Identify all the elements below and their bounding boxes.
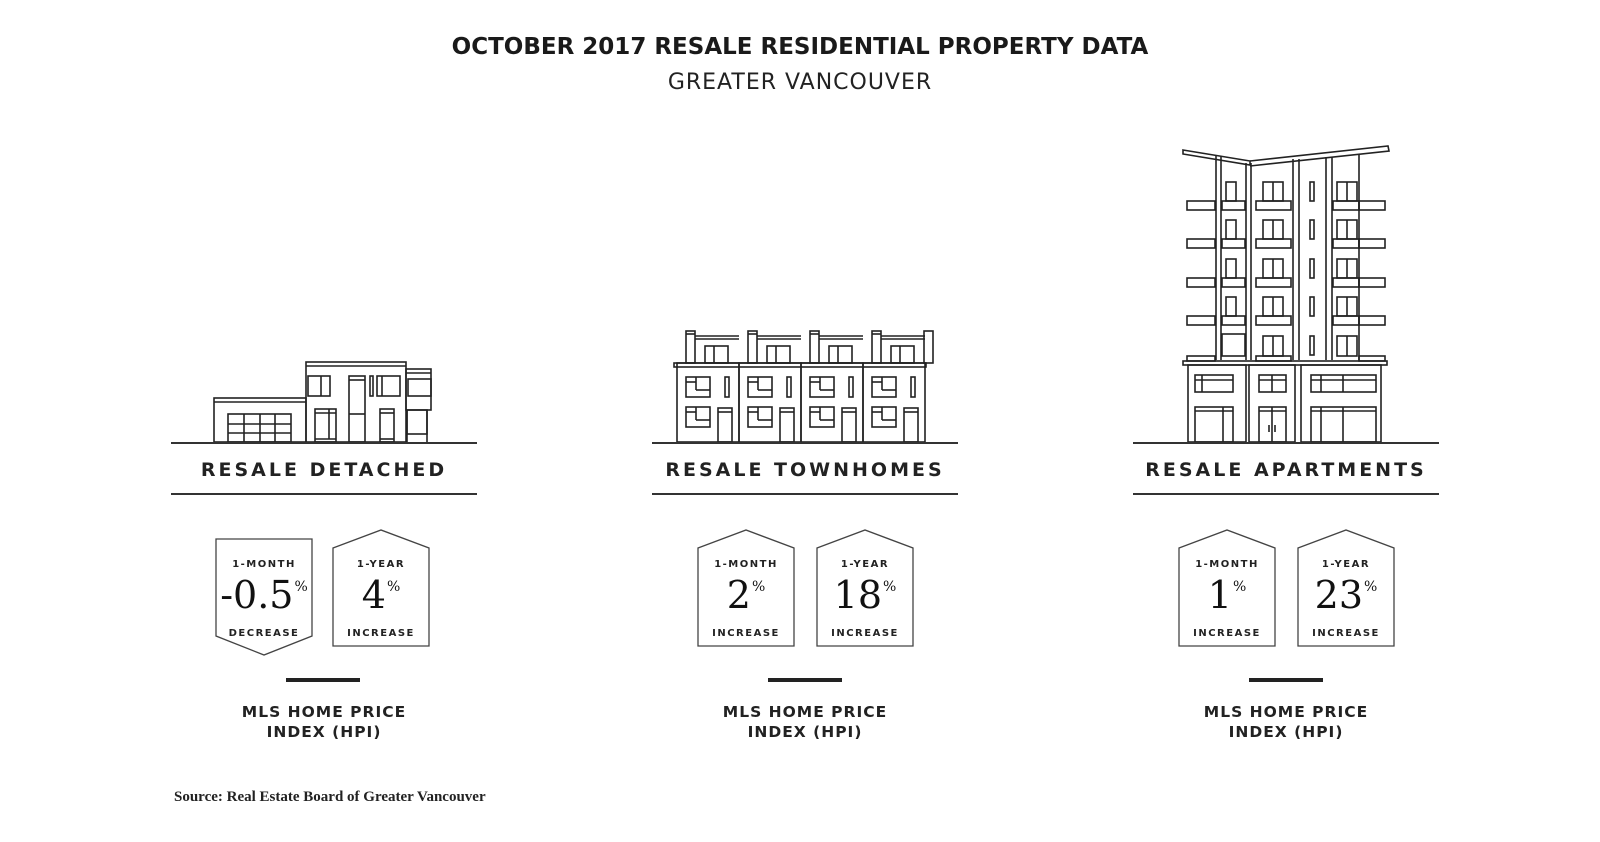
badge-1-month: 1-MONTH -0.5% DECREASE xyxy=(215,528,313,668)
badge-period: 1-YEAR xyxy=(356,559,406,570)
badge-1-year: 1-YEAR 23% INCREASE xyxy=(1297,528,1395,668)
badge-period: 1-MONTH xyxy=(232,559,296,570)
badge-1-year: 1-YEAR 18% INCREASE xyxy=(816,528,914,668)
detached-house-icon xyxy=(171,0,477,445)
badge-period: 1-YEAR xyxy=(1321,559,1371,570)
category-detached: RESALE DETACHED 1-MONTH -0.5% DECREASE 1… xyxy=(171,0,477,842)
ground-line xyxy=(171,442,477,444)
hpi-label: MLS HOME PRICE INDEX (HPI) xyxy=(722,703,888,741)
townhomes-icon xyxy=(652,0,958,445)
ground-line xyxy=(652,442,958,444)
divider xyxy=(1133,493,1439,495)
hpi-divider xyxy=(768,678,842,682)
page-title: OCTOBER 2017 RESALE RESIDENTIAL PROPERTY… xyxy=(451,34,1149,60)
badge-direction: INCREASE xyxy=(1193,628,1261,639)
hpi-label: MLS HOME PRICE INDEX (HPI) xyxy=(1203,703,1369,741)
category-townhomes: RESALE TOWNHOMES 1-MONTH 2% INCREASE 1-Y… xyxy=(652,0,958,842)
badge-direction: INCREASE xyxy=(712,628,780,639)
badge-value: 1% xyxy=(1207,573,1247,617)
down-arrow-badge-icon xyxy=(215,538,313,656)
badge-value: 18% xyxy=(833,573,897,617)
page-subtitle: GREATER VANCOUVER xyxy=(667,70,933,95)
hpi-divider xyxy=(1249,678,1323,682)
category-label: RESALE DETACHED xyxy=(200,459,448,481)
house-badge-icon xyxy=(1297,529,1395,647)
badge-period: 1-MONTH xyxy=(1195,559,1259,570)
apartment-building-icon xyxy=(1133,0,1439,445)
hpi-divider xyxy=(286,678,360,682)
badge-value: -0.5% xyxy=(220,573,308,617)
badge-direction: INCREASE xyxy=(831,628,899,639)
badge-1-year: 1-YEAR 4% INCREASE xyxy=(332,528,430,668)
ground-line xyxy=(1133,442,1439,444)
divider xyxy=(652,493,958,495)
badge-direction: INCREASE xyxy=(1312,628,1380,639)
badge-direction: INCREASE xyxy=(347,628,415,639)
badge-1-month: 1-MONTH 2% INCREASE xyxy=(697,528,795,668)
badge-direction: DECREASE xyxy=(228,628,300,639)
category-label: RESALE APARTMENTS xyxy=(1145,459,1427,481)
badge-period: 1-YEAR xyxy=(840,559,890,570)
badge-period: 1-MONTH xyxy=(714,559,778,570)
house-badge-icon xyxy=(697,529,795,647)
category-apartments: RESALE APARTMENTS 1-MONTH 1% INCREASE 1-… xyxy=(1133,0,1439,842)
badge-value: 4% xyxy=(361,573,401,617)
hpi-label: MLS HOME PRICE INDEX (HPI) xyxy=(241,703,407,741)
house-badge-icon xyxy=(816,529,914,647)
source-credit: Source: Real Estate Board of Greater Van… xyxy=(174,789,486,805)
divider xyxy=(171,493,477,495)
house-badge-icon xyxy=(332,529,430,647)
badge-value: 23% xyxy=(1314,573,1378,617)
badge-value: 2% xyxy=(726,573,766,617)
badge-1-month: 1-MONTH 1% INCREASE xyxy=(1178,528,1276,668)
category-label: RESALE TOWNHOMES xyxy=(665,459,945,481)
house-badge-icon xyxy=(1178,529,1276,647)
